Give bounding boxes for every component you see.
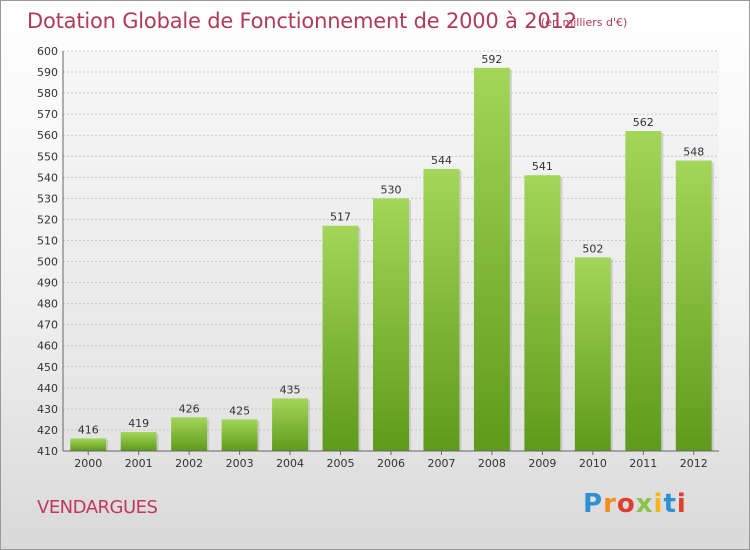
bar-shadow (409, 200, 411, 451)
chart-subtitle: (en milliers d'€) (541, 16, 628, 29)
bar-shadow (207, 419, 210, 451)
data-label: 592 (481, 53, 502, 66)
bar (473, 67, 510, 451)
y-tick-label: 560 (37, 129, 58, 142)
x-tick-label: 2011 (629, 457, 657, 470)
x-tick-label: 2006 (377, 457, 405, 470)
y-tick-label: 520 (37, 213, 58, 226)
y-tick-label: 470 (37, 319, 58, 332)
bar (574, 257, 611, 451)
data-label: 425 (229, 404, 250, 417)
y-tick-label: 540 (37, 171, 58, 184)
y-tick-label: 420 (37, 424, 58, 437)
data-label: 416 (78, 423, 99, 436)
bar (171, 417, 208, 451)
chart-title: Dotation Globale de Fonctionnement de 20… (27, 9, 577, 33)
bar (221, 419, 258, 451)
y-tick-label: 550 (37, 150, 58, 163)
y-tick-label: 460 (37, 340, 58, 353)
data-label: 419 (128, 417, 149, 430)
x-tick-label: 2008 (478, 457, 506, 470)
y-tick-label: 600 (37, 45, 58, 58)
bar-shadow (106, 440, 109, 451)
bar (322, 225, 359, 451)
y-tick-label: 440 (37, 382, 58, 395)
y-tick-label: 510 (37, 234, 58, 247)
town-name: VENDARGUES (37, 497, 158, 518)
x-tick-label: 2002 (175, 457, 203, 470)
y-tick-label: 530 (37, 192, 58, 205)
x-tick-label: 2000 (74, 457, 102, 470)
x-tick-label: 2001 (125, 457, 153, 470)
bar (524, 175, 561, 452)
bar-shadow (509, 69, 512, 451)
x-tick-label: 2005 (327, 457, 355, 470)
bar-shadow (308, 400, 311, 451)
bar-shadow (610, 259, 613, 451)
data-label: 544 (431, 154, 452, 167)
data-label: 548 (683, 145, 704, 158)
bar (625, 131, 662, 451)
bar-shadow (459, 170, 462, 452)
data-label: 435 (280, 383, 301, 396)
bar (70, 438, 107, 451)
bar (272, 398, 309, 451)
y-tick-label: 570 (37, 108, 58, 121)
y-tick-label: 480 (37, 298, 58, 311)
x-tick-label: 2004 (276, 457, 304, 470)
x-tick-label: 2009 (528, 457, 556, 470)
x-tick-label: 2007 (427, 457, 455, 470)
data-label: 541 (532, 160, 553, 173)
y-tick-label: 490 (37, 277, 58, 290)
data-label: 562 (633, 116, 654, 129)
x-tick-label: 2012 (680, 457, 708, 470)
bar-shadow (711, 162, 714, 451)
data-label: 426 (179, 402, 200, 415)
data-label: 517 (330, 211, 351, 224)
bar-shadow (661, 133, 664, 451)
y-tick-label: 450 (37, 361, 58, 374)
data-label: 530 (381, 183, 402, 196)
y-tick-label: 500 (37, 256, 58, 269)
bar-shadow (358, 227, 361, 451)
y-tick-label: 430 (37, 403, 58, 416)
bar (373, 198, 409, 451)
x-tick-label: 2010 (579, 457, 607, 470)
bar-shadow (156, 434, 159, 451)
y-tick-label: 580 (37, 87, 58, 100)
data-label: 502 (582, 242, 603, 255)
y-tick-label: 590 (37, 66, 58, 79)
bar (120, 432, 157, 451)
bar (675, 160, 712, 451)
bar (423, 168, 460, 452)
y-tick-label: 410 (37, 445, 58, 458)
x-tick-label: 2003 (226, 457, 254, 470)
bar-shadow (257, 421, 260, 451)
bar-shadow (560, 177, 563, 452)
proxiti-logo: Proxiti (583, 489, 687, 519)
